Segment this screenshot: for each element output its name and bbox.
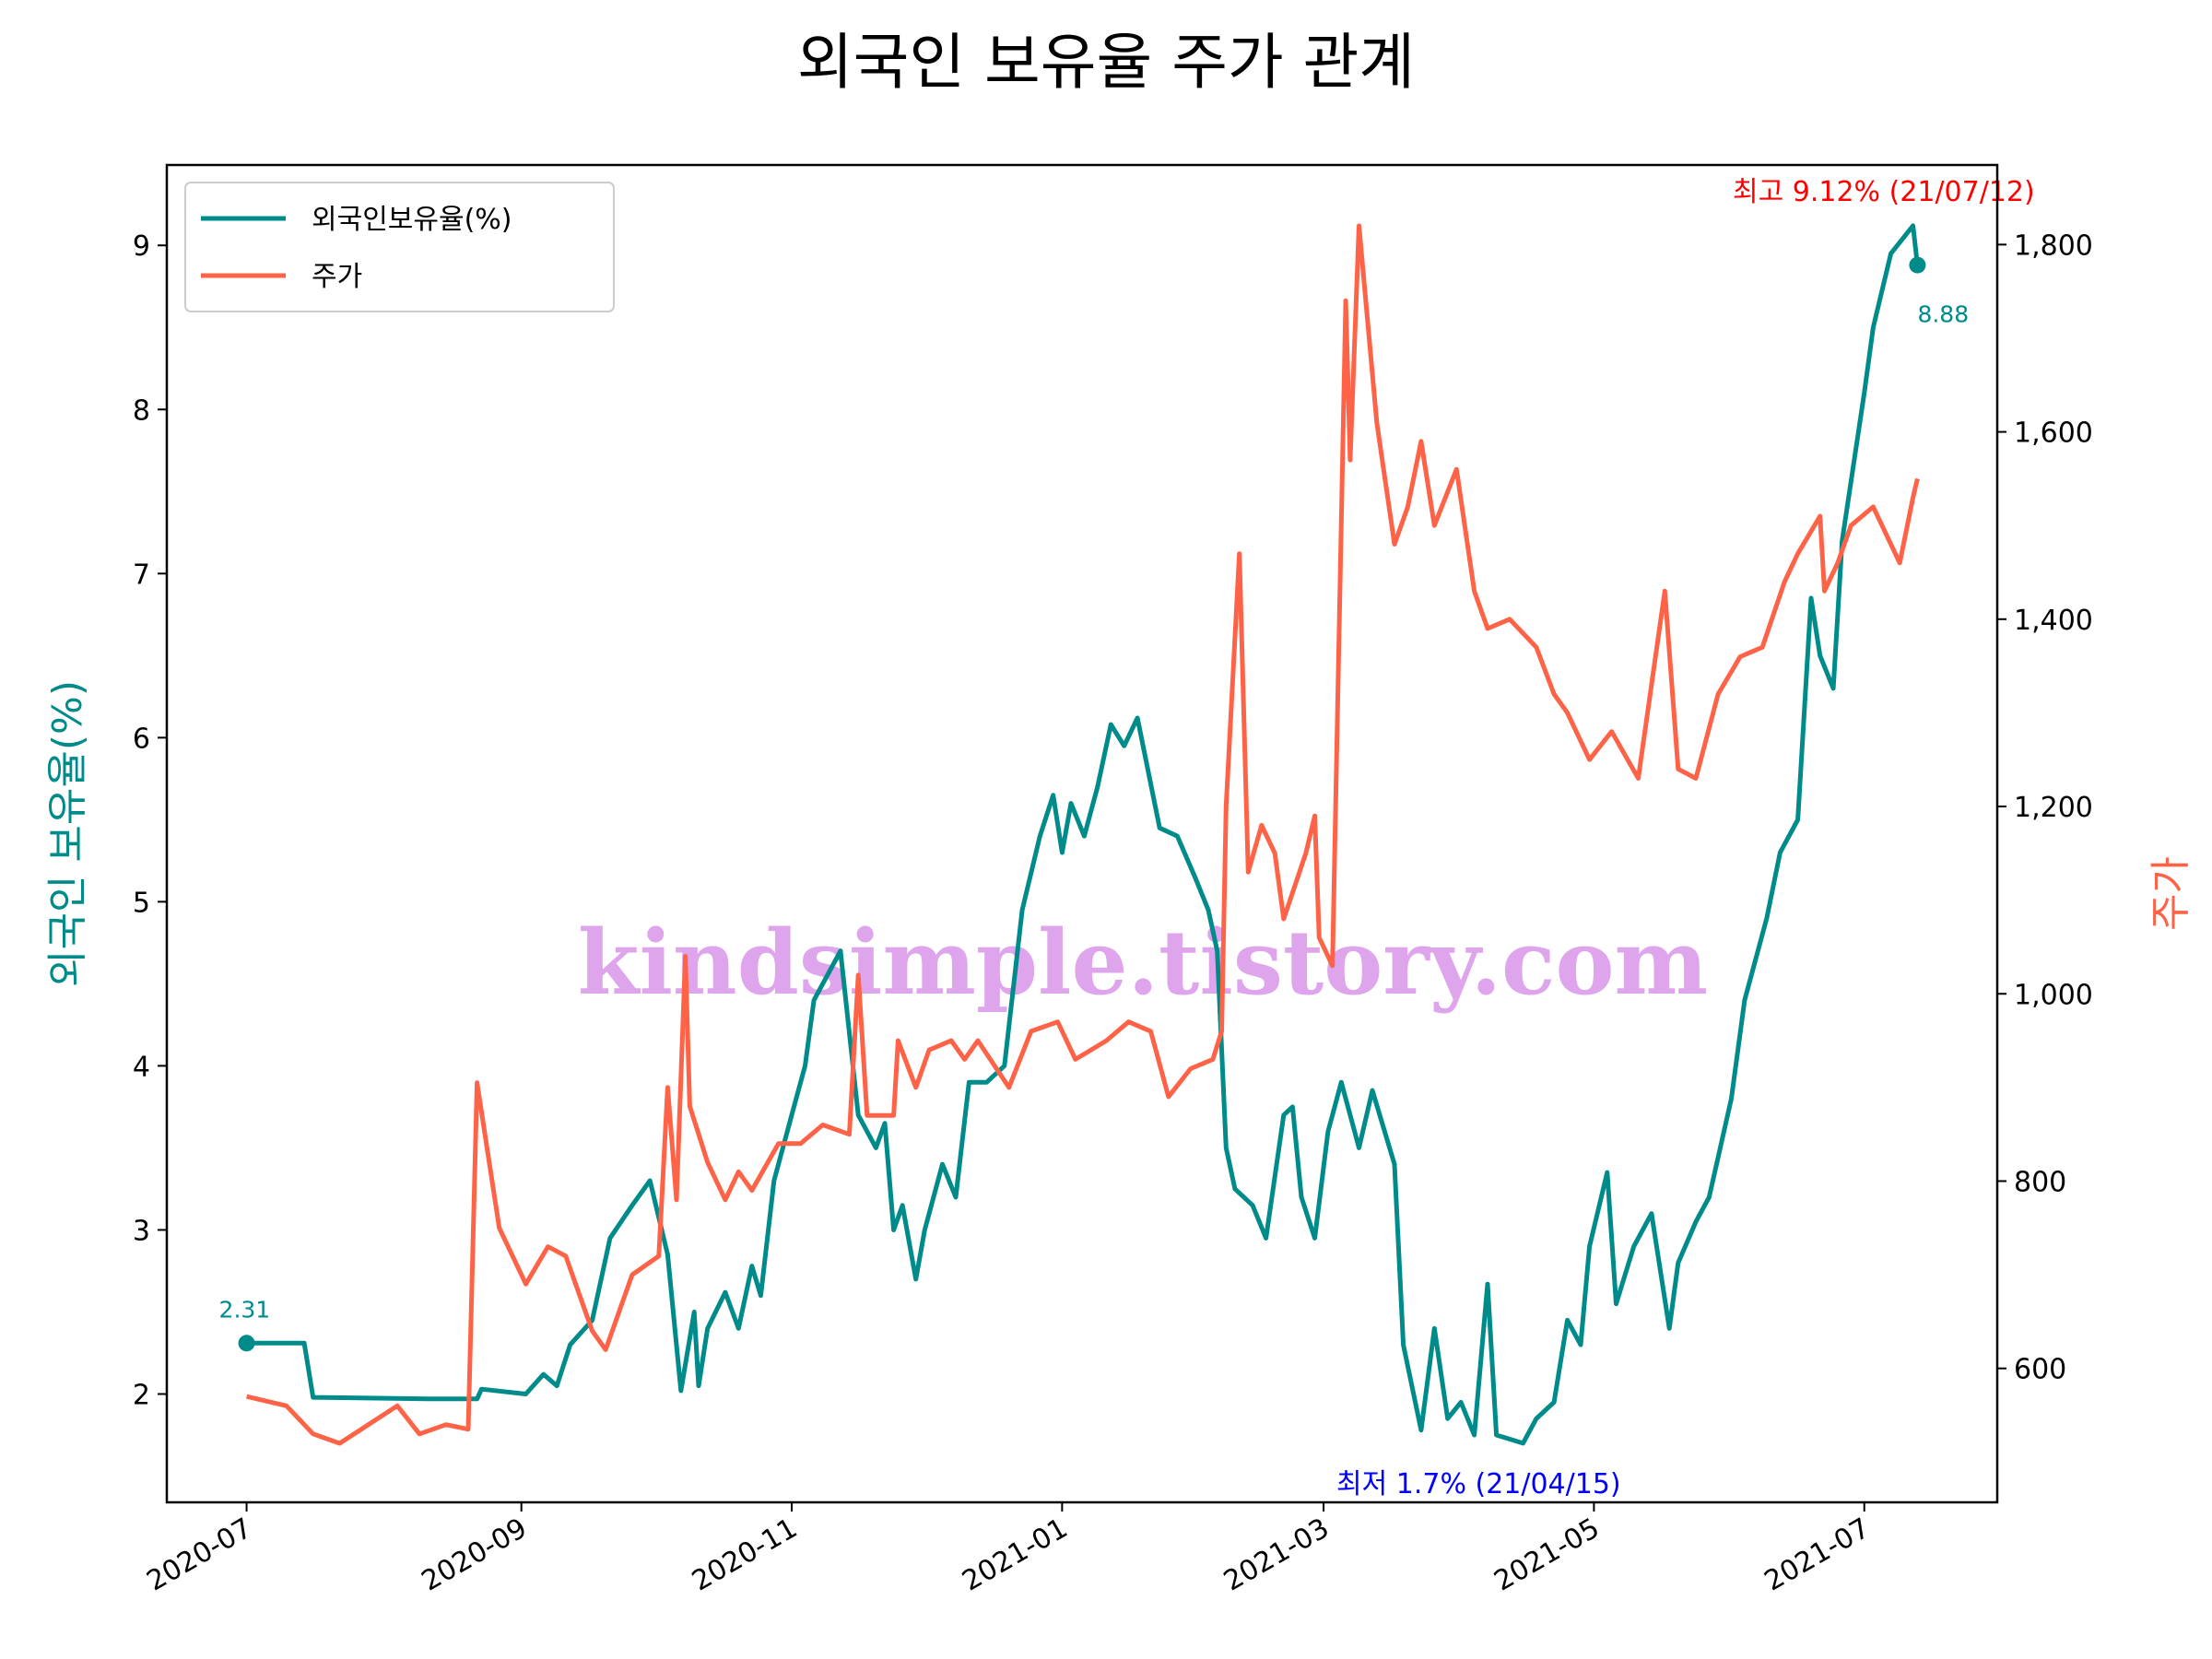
endpoint-marker <box>1909 256 1926 274</box>
watermark: kindsimple.tistory.com <box>578 911 1708 1015</box>
y2-axis-label: 주가 <box>2147 856 2194 931</box>
y-tick-label: 4 <box>133 1051 150 1083</box>
y2-tick-label: 1,000 <box>2014 979 2093 1011</box>
chart-title: 외국인 보유율 주가 관계 <box>797 27 1415 98</box>
annotation: 2.31 <box>219 1296 271 1323</box>
y2-tick-label: 1,400 <box>2014 605 2093 637</box>
y-tick-label: 2 <box>133 1379 150 1411</box>
y2-tick-label: 1,800 <box>2014 229 2093 262</box>
y2-tick-label: 800 <box>2014 1166 2066 1198</box>
annotation: 최고 9.12% (21/07/12) <box>1733 176 2035 208</box>
legend-box <box>184 182 615 312</box>
y-tick-label: 5 <box>133 887 150 919</box>
y-tick-label: 9 <box>133 230 150 263</box>
legend-label: 외국인보유율(%) <box>312 204 512 236</box>
y2-tick-label: 1,200 <box>2014 792 2093 824</box>
y-tick-label: 3 <box>133 1215 150 1247</box>
y2-tick-label: 600 <box>2014 1354 2066 1386</box>
y-tick-label: 6 <box>133 723 150 755</box>
series-line <box>246 223 1920 1446</box>
y-tick-label: 7 <box>133 559 150 591</box>
legend: 외국인보유율(%) 주가 <box>184 182 615 312</box>
y2-tick-label: 1,600 <box>2014 418 2093 450</box>
annotation: 8.88 <box>1917 301 1969 328</box>
series-line <box>246 223 1920 1446</box>
y-axis-label: 외국인 보유율(%) <box>44 680 91 987</box>
plot-frame <box>165 163 1999 1504</box>
y-tick-label: 8 <box>133 394 150 427</box>
legend-label: 주가 <box>312 261 362 293</box>
endpoint-marker <box>238 1335 255 1352</box>
annotation: 최저 1.7% (21/04/15) <box>1336 1468 1621 1500</box>
